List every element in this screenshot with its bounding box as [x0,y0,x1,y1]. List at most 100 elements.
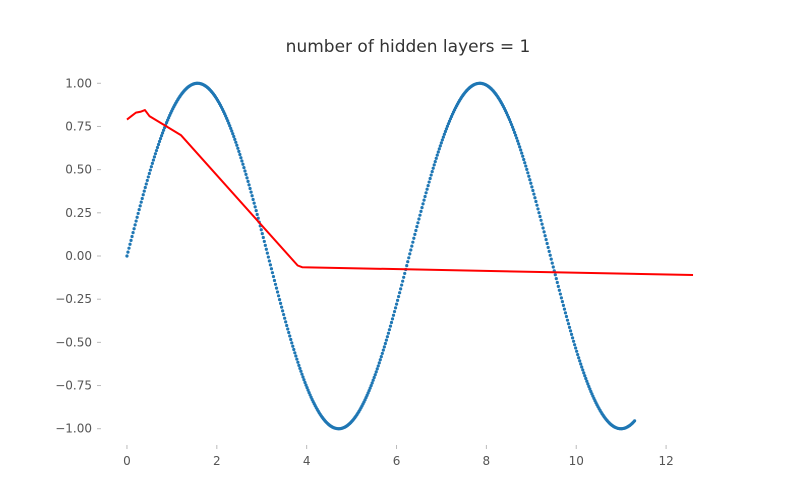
y-tick-label: 1.00 [65,76,92,90]
sine-point [419,209,423,213]
sine-point [239,156,243,160]
sine-point [140,196,144,201]
sine-point [143,185,147,190]
x-tick-label: 6 [393,454,401,468]
sine-point [135,215,139,219]
sine-point [401,279,405,283]
sine-point [434,156,438,160]
sine-point [244,172,248,176]
sine-point [383,341,387,346]
sine-point [238,152,242,157]
y-tick-label: 0.75 [65,119,92,133]
sine-point [137,208,141,212]
sine-point [271,274,276,279]
sine-point [129,238,133,242]
sine-point [296,360,300,364]
sine-point [447,119,452,123]
sine-point [442,132,446,136]
sine-point [152,155,157,159]
sine-point [421,202,425,206]
y-tick-label: −0.25 [55,292,92,306]
sine-point [161,128,166,132]
sine-point [253,205,257,209]
sine-point [392,309,397,314]
sine-point [522,157,526,162]
sine-point [155,145,160,150]
sine-point [582,371,586,375]
sine-point [286,327,290,331]
x-tick-label: 4 [303,454,311,468]
sine-point [571,339,576,343]
sine-point [576,352,580,357]
sine-point [430,170,434,174]
sine-point [284,320,288,324]
sine-point [511,128,516,132]
sine-point [387,328,392,332]
sine-point [416,221,420,225]
sine-point [306,388,310,392]
sine-point [417,217,421,221]
y-tick-label: 0.00 [65,249,92,263]
sine-point [545,241,549,246]
sine-point [580,365,584,369]
x-tick-label: 12 [658,454,673,468]
y-tick-label: −0.75 [55,379,92,393]
sine-point [376,364,380,368]
sine-point [391,313,396,317]
sine-point [587,384,591,389]
sine-point [412,236,416,240]
sine-point [255,212,259,217]
sine-point [297,363,301,367]
sine-point [516,139,520,143]
sine-point [165,120,169,125]
sine-point [283,316,287,320]
sine-point [305,386,309,390]
sine-point [264,247,268,251]
sine-point [441,135,445,139]
sine-point [382,345,386,349]
sine-point [418,213,422,217]
sine-point [236,146,240,150]
sine-point [577,356,581,360]
sine-point [565,318,570,322]
sine-point [379,355,383,359]
sine-point [159,134,164,138]
sine-point [144,182,148,186]
sine-point [437,147,441,151]
sine-point [374,370,378,374]
sine-point [443,129,447,134]
sine-point [373,373,377,377]
sine-point [243,169,247,173]
sine-point [518,145,522,149]
sine-point [535,203,539,207]
sine-point [528,178,532,182]
sine-point [156,142,161,147]
sine-point [533,196,537,200]
sine-point [136,211,140,216]
sine-point [554,277,558,281]
sine-point [157,139,162,144]
y-tick-label: −0.50 [55,335,92,349]
sine-point [445,124,450,128]
fit-line-series [126,109,694,276]
sine-point [388,324,393,328]
sine-point [276,294,281,298]
sine-point [288,334,292,338]
sine-point [583,374,587,378]
sine-point [227,121,231,125]
sine-point [142,189,146,193]
sine-point [240,159,244,163]
y-tick-label: −1.00 [55,422,92,436]
sine-point [526,171,530,175]
x-tick-label: 2 [213,454,221,468]
sine-point [633,419,637,423]
sine-point [149,165,153,169]
sine-point [553,273,557,277]
sine-point [290,341,294,345]
sine-point [579,362,583,366]
sine-point [132,227,136,231]
sine-point [294,354,298,358]
sine-point [423,194,427,199]
